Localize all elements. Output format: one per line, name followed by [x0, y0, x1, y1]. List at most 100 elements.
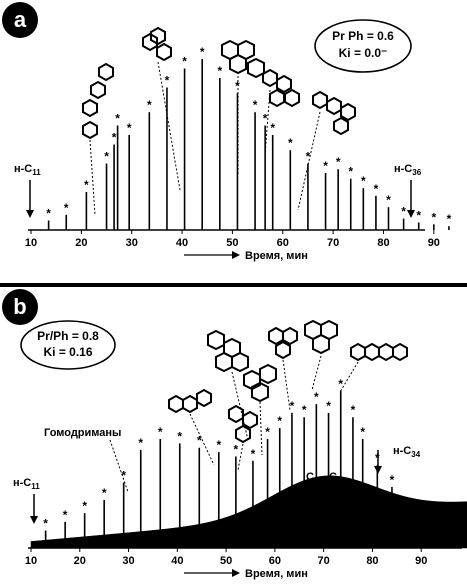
- x-tick-label: 90: [415, 555, 427, 567]
- peak-star: *: [361, 174, 366, 188]
- peak-star: *: [288, 136, 293, 150]
- peak-star: *: [302, 403, 307, 417]
- x-tick-label: 10: [25, 237, 37, 249]
- svg-text:н-C34: н-C34: [393, 445, 421, 459]
- peak-star: *: [447, 212, 452, 226]
- panel-a: a * ****************** ****** * * * 10 20 30 40 5…: [2, 2, 452, 262]
- x-tick-label: 40: [171, 555, 183, 567]
- x-tick-label: 80: [366, 555, 378, 567]
- svg-text:Гопаны: Гопаны: [330, 519, 367, 530]
- x-tick-label: 60: [269, 555, 281, 567]
- peak-star: *: [323, 159, 328, 173]
- x-tick-label: 70: [318, 555, 330, 567]
- peak-star: *: [306, 150, 311, 164]
- ratio-box: Pr Ph = 0.6 Ki = 0.0⁻: [314, 19, 412, 73]
- label-n-c11: н-C11: [13, 477, 40, 524]
- peak-lines: ***********************: [43, 377, 395, 548]
- peak-star: *: [216, 438, 221, 452]
- label-n-c34: н-C34: [374, 445, 421, 474]
- x-tick-labels: 10 20 30 40 50 60 70 80 90: [25, 548, 427, 567]
- peak-star: *: [112, 131, 117, 145]
- peak-star: *: [182, 55, 187, 69]
- svg-text:н-C11: н-C11: [13, 477, 40, 491]
- peak-star: *: [360, 425, 365, 439]
- ucm-hump: [30, 475, 467, 549]
- peak-star: *: [63, 508, 68, 522]
- peak-star: *: [121, 469, 126, 483]
- peak-star: *: [234, 442, 239, 456]
- peak-star: *: [416, 208, 421, 222]
- x-axis-label: Время, мин: [184, 568, 308, 580]
- x-tick-label: 10: [25, 555, 37, 567]
- x-tick-label: 30: [122, 555, 134, 567]
- peak-star: *: [270, 121, 275, 135]
- peak-star: *: [401, 205, 406, 219]
- panel-label-badge: [2, 289, 38, 325]
- x-tick-label: 70: [327, 237, 339, 249]
- x-tick-label: 80: [377, 237, 389, 249]
- peak-star: *: [138, 436, 143, 450]
- svg-text:Pr/Ph = 0.8: Pr/Ph = 0.8: [37, 329, 99, 343]
- peak-star: *: [46, 207, 51, 221]
- x-axis-label: Время, мин: [184, 250, 308, 262]
- peak-star: *: [43, 517, 48, 531]
- structure-leaders-a: [89, 61, 321, 216]
- peak-star: *: [314, 390, 319, 404]
- panel-label: b: [13, 294, 26, 319]
- peak-star: *: [263, 112, 268, 126]
- peak-star: *: [351, 403, 356, 417]
- peak-star: *: [158, 425, 163, 439]
- peak-star: *: [102, 486, 107, 500]
- peak-star: *: [64, 201, 69, 215]
- structures-a: [82, 26, 356, 140]
- peak-star: *: [82, 499, 87, 513]
- peak-star: *: [338, 377, 343, 391]
- peak-star: *: [386, 193, 391, 207]
- svg-text:Pr Ph = 0.6: Pr Ph = 0.6: [332, 29, 394, 43]
- peak-star: *: [326, 399, 331, 413]
- peak-lines: * ****************** ****** * * *: [46, 45, 452, 230]
- svg-text:Время, мин: Время, мин: [245, 250, 308, 262]
- x-tick-label: 60: [277, 237, 289, 249]
- x-tick-label: 50: [226, 237, 238, 249]
- peak-star: *: [235, 79, 240, 93]
- label-homodrimanes: Гомодриманы: [44, 427, 129, 493]
- ratio-box: Pr/Ph = 0.8 Ki = 0.16: [20, 320, 116, 370]
- peak-star: *: [165, 74, 170, 88]
- x-tick-label: 40: [176, 237, 188, 249]
- x-tick-label: 90: [428, 237, 440, 249]
- peak-star: *: [336, 155, 341, 169]
- peak-star: *: [104, 150, 109, 164]
- x-tick-label: 20: [74, 555, 86, 567]
- svg-text:н-C36: н-C36: [394, 163, 422, 177]
- label-n-c11: н-C11: [14, 163, 41, 218]
- svg-text:Время, мин: Время, мин: [245, 568, 308, 580]
- svg-text:н-C11: н-C11: [14, 163, 41, 177]
- x-tick-label: 50: [220, 555, 232, 567]
- peak-star: *: [431, 210, 436, 224]
- peak-star: *: [177, 429, 182, 443]
- svg-text:Ki = 0.0⁻: Ki = 0.0⁻: [339, 46, 388, 60]
- svg-text:Гомодриманы: Гомодриманы: [44, 427, 121, 439]
- peak-star: *: [374, 182, 379, 196]
- peak-star: *: [390, 473, 395, 487]
- peak-star: *: [217, 64, 222, 78]
- peak-star: *: [197, 434, 202, 448]
- panel-divider: [0, 283, 467, 287]
- peak-star: *: [265, 425, 270, 439]
- peak-star: *: [290, 399, 295, 413]
- peak-star: *: [251, 447, 256, 461]
- svg-text:Ki = 0.16: Ki = 0.16: [43, 345, 92, 359]
- structure-leaders-b: [189, 355, 359, 471]
- peak-star: *: [84, 178, 89, 192]
- x-tick-label: 20: [75, 237, 87, 249]
- peak-star: *: [115, 112, 120, 126]
- svg-text:Стераны: Стераны: [296, 487, 340, 498]
- structures-b: [168, 319, 408, 444]
- peak-star: *: [253, 98, 258, 112]
- peak-star: *: [200, 45, 205, 59]
- peak-star: *: [348, 165, 353, 179]
- panel-label: a: [14, 7, 27, 32]
- panel-label-badge: [2, 2, 38, 38]
